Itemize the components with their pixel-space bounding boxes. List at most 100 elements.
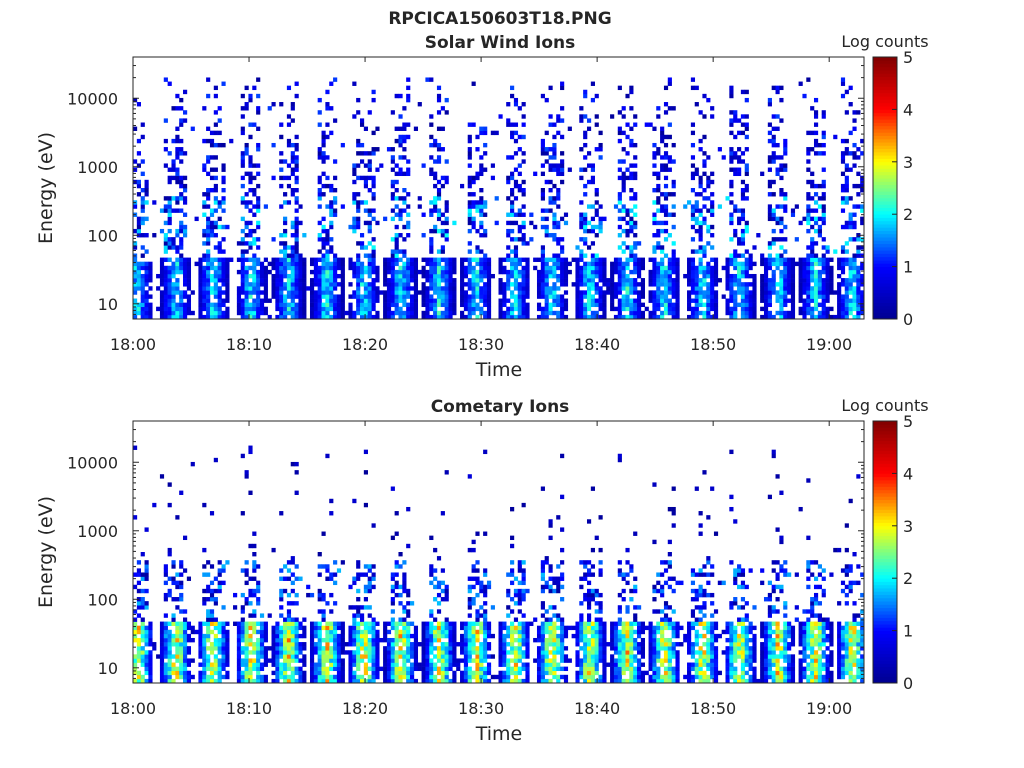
spectrogram-cell	[183, 282, 188, 287]
spectrogram-cell	[425, 310, 430, 316]
spectrogram-cell	[217, 670, 222, 676]
spectrogram-cell	[852, 163, 857, 168]
spectrogram-cell	[167, 633, 172, 639]
spectrogram-cell	[202, 192, 207, 197]
spectrogram-cell	[533, 224, 538, 230]
spectrogram-cell	[163, 138, 168, 144]
spectrogram-cell	[325, 265, 330, 271]
spectrogram-cell	[383, 621, 388, 626]
spectrogram-cell	[452, 302, 457, 308]
spectrogram-cell	[179, 245, 184, 250]
spectrogram-cell	[179, 650, 184, 655]
spectrogram-cell	[460, 282, 465, 287]
spectrogram-cell	[536, 286, 542, 291]
spectrogram-cell	[329, 658, 334, 663]
spectrogram-cell	[140, 188, 145, 193]
spectrogram-cell	[348, 658, 353, 663]
spectrogram-cell	[660, 282, 665, 287]
spectrogram-cell	[702, 204, 707, 209]
spectrogram-cell	[321, 617, 326, 622]
spectrogram-cell	[256, 224, 261, 230]
spectrogram-cell	[140, 621, 145, 626]
spectrogram-cell	[421, 298, 426, 303]
spectrogram-cell	[163, 572, 168, 577]
spectrogram-cell	[810, 261, 815, 267]
spectrogram-cell	[375, 167, 380, 172]
spectrogram-cell	[806, 302, 811, 308]
spectrogram-cell	[379, 637, 384, 643]
spectrogram-cell	[775, 216, 780, 222]
spectrogram-cell	[271, 142, 276, 148]
spectrogram-cell	[190, 637, 195, 643]
spectrogram-cell	[452, 278, 457, 283]
spectrogram-cell	[267, 658, 272, 663]
spectrogram-cell	[367, 646, 372, 651]
spectrogram-cell	[329, 511, 334, 516]
spectrogram-cell	[406, 224, 411, 230]
spectrogram-cell	[402, 196, 407, 201]
spectrogram-cell	[517, 224, 522, 230]
spectrogram-cell	[283, 175, 288, 181]
spectrogram-cell	[629, 196, 634, 201]
spectrogram-cell	[740, 298, 746, 303]
spectrogram-cell	[183, 625, 188, 631]
spectrogram-cell	[317, 188, 322, 193]
spectrogram-cell	[702, 294, 707, 299]
spectrogram-cell	[386, 261, 392, 267]
spectrogram-cell	[548, 200, 553, 205]
spectrogram-cell	[394, 241, 399, 246]
spectrogram-cell	[613, 269, 619, 275]
spectrogram-cell	[813, 216, 819, 222]
spectrogram-cell	[479, 126, 484, 131]
spectrogram-cell	[848, 302, 853, 308]
spectrogram-cell	[217, 278, 222, 283]
spectrogram-cell	[398, 265, 403, 271]
spectrogram-cell	[663, 253, 669, 258]
spectrogram-cell	[209, 142, 215, 148]
spectrogram-cell	[556, 253, 561, 258]
spectrogram-cell	[406, 167, 411, 172]
spectrogram-cell	[663, 196, 669, 201]
spectrogram-cell	[848, 286, 853, 291]
spectrogram-cell	[429, 286, 434, 291]
spectrogram-cell	[248, 122, 253, 127]
colorbar-swatch	[873, 112, 897, 117]
spectrogram-cell	[406, 97, 411, 103]
spectrogram-cell	[560, 151, 565, 156]
spectrogram-cell	[410, 314, 415, 320]
spectrogram-cell	[660, 310, 665, 316]
spectrogram-cell	[186, 678, 192, 684]
spectrogram-cell	[217, 314, 222, 320]
spectrogram-cell	[244, 290, 249, 295]
spectrogram-cell	[144, 633, 149, 639]
spectrogram-cell	[383, 290, 388, 295]
spectrogram-cell	[729, 278, 734, 283]
spectrogram-cell	[410, 269, 415, 275]
spectrogram-cell	[217, 142, 222, 148]
spectrogram-cell	[440, 265, 445, 271]
spectrogram-cell	[440, 126, 445, 131]
spectrogram-cell	[840, 261, 846, 267]
spectrogram-cell	[702, 163, 707, 168]
spectrogram-cell	[167, 282, 172, 287]
spectrogram-cell	[159, 633, 165, 639]
spectrogram-cell	[817, 196, 822, 201]
spectrogram-cell	[548, 233, 553, 238]
spectrogram-cell	[790, 290, 796, 295]
spectrogram-cell	[429, 212, 434, 217]
spectrogram-cell	[213, 188, 218, 193]
spectrogram-cell	[133, 678, 138, 684]
spectrogram-cell	[648, 298, 653, 303]
spectrogram-cell	[309, 658, 315, 663]
spectrogram-cell	[221, 257, 226, 262]
spectrogram-cell	[198, 286, 203, 291]
spectrogram-cell	[510, 134, 515, 140]
colorbar-swatch	[873, 282, 897, 287]
spectrogram-cell	[286, 200, 292, 205]
spectrogram-cell	[552, 294, 557, 299]
spectrogram-cell	[821, 253, 826, 258]
spectrogram-cell	[221, 200, 226, 205]
spectrogram-cell	[825, 286, 830, 291]
spectrogram-cell	[510, 294, 515, 299]
spectrogram-cell	[206, 633, 211, 639]
